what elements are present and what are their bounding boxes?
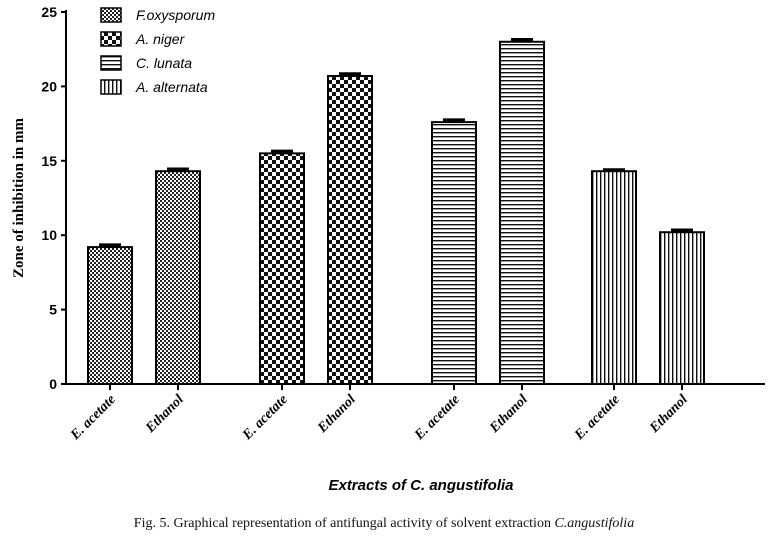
- x-tick-label: Ethanol: [142, 392, 186, 436]
- y-tick-label: 0: [49, 376, 57, 392]
- y-tick-label: 20: [41, 78, 57, 94]
- legend-label: A. alternata: [135, 79, 208, 95]
- y-axis-label: Zone of inhibition in mm: [11, 117, 27, 278]
- x-tick-label: E. acetate: [239, 392, 290, 443]
- legend-label: A. niger: [135, 31, 186, 47]
- x-tick-label: Ethanol: [314, 392, 358, 436]
- bar-aniger-1: [327, 74, 373, 385]
- bar-aalternata-0: [591, 170, 637, 385]
- y-tick-label: 15: [41, 153, 57, 169]
- legend-swatch: [100, 55, 122, 71]
- bar-aalternata-1: [659, 231, 705, 385]
- figure-caption: Fig. 5. Graphical representation of anti…: [0, 516, 768, 532]
- x-tick-label: Ethanol: [646, 392, 690, 436]
- caption-species: C.angustifolia: [554, 516, 635, 531]
- caption-prefix: Fig. 5. Graphical representation of anti…: [133, 516, 555, 531]
- legend-swatch: [100, 7, 122, 23]
- x-tick-label: E. acetate: [571, 392, 622, 443]
- y-tick-label: 25: [41, 4, 57, 20]
- x-tick-label: E. acetate: [411, 392, 462, 443]
- legend-label: F.oxysporum: [136, 7, 215, 23]
- bar-foxysporum-1: [155, 170, 201, 385]
- x-axis-label: Extracts of C. angustifolia: [328, 477, 513, 494]
- y-tick-label: 5: [49, 302, 57, 318]
- x-tick-label: E. acetate: [67, 392, 118, 443]
- bar-foxysporum-0: [87, 246, 133, 385]
- legend-swatch: [100, 31, 122, 47]
- x-tick-label: Ethanol: [486, 392, 530, 436]
- legend-label: C. lunata: [136, 55, 192, 71]
- bar-aniger-0: [259, 152, 305, 385]
- legend-swatch: [100, 79, 122, 95]
- bar-clunata-0: [431, 121, 477, 385]
- bar-chart: 0 5 10 15 20 25 F.oxysporum A. niger C. lunata A…: [11, 4, 765, 494]
- y-tick-label: 10: [41, 227, 57, 243]
- bar-clunata-1: [499, 40, 545, 385]
